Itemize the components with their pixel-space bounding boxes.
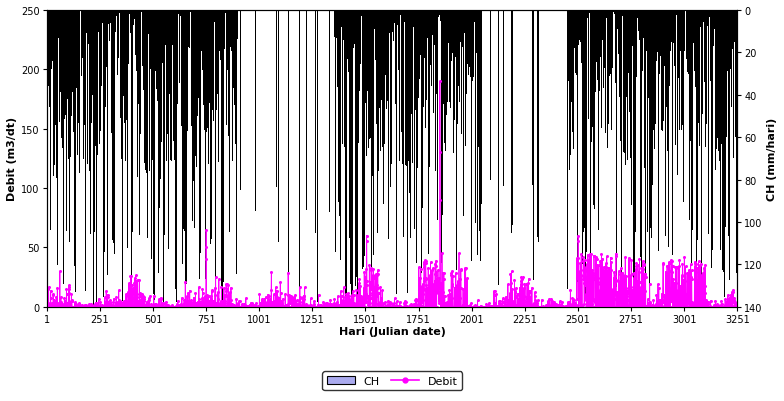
X-axis label: Hari (Julian date): Hari (Julian date) bbox=[339, 327, 445, 336]
Y-axis label: Debit (m3/dt): Debit (m3/dt) bbox=[7, 117, 17, 201]
Y-axis label: CH (mm/hari): CH (mm/hari) bbox=[767, 117, 777, 200]
Legend: CH, Debit: CH, Debit bbox=[322, 371, 462, 390]
